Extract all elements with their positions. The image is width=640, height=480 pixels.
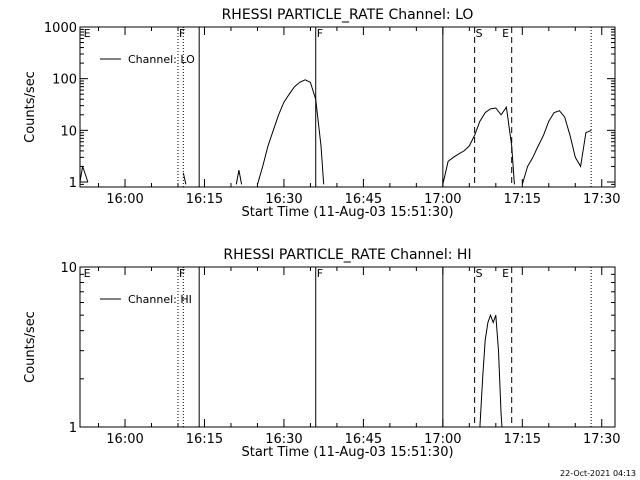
lo-channel-panel: RHESSI PARTICLE_RATE Channel: LO 16:00 16:… <box>23 7 620 220</box>
y-tick-label: 1 <box>69 176 77 191</box>
data-series-line <box>182 172 187 185</box>
chart-title: RHESSI PARTICLE_RATE Channel: LO <box>222 7 474 23</box>
x-tick-label: 16:30 <box>265 432 302 447</box>
chart-title: RHESSI PARTICLE_RATE Channel: HI <box>223 247 471 263</box>
data-series-line <box>479 313 503 428</box>
x-tick-label: 16:00 <box>106 432 143 447</box>
y-tick-label: 10 <box>60 261 77 276</box>
generated-timestamp: 22-Oct-2021 04:13 <box>560 469 636 478</box>
y-axis-label: Counts/sec <box>23 311 38 383</box>
x-tick-label: 16:00 <box>106 192 143 207</box>
legend-entry: Channel: LO <box>128 53 195 66</box>
x-tick-label: 17:00 <box>424 432 461 447</box>
data-series-line <box>235 170 243 185</box>
x-axis-label: Start Time (11-Aug-03 15:51:30) <box>241 205 453 220</box>
plot-frame <box>79 26 616 188</box>
y-tick-label: 10 <box>60 124 77 139</box>
event-marker-label: F <box>179 267 185 280</box>
data-series-line <box>442 105 515 185</box>
legend-entry: Channel: HI <box>128 293 192 306</box>
x-axis-label: Start Time (11-Aug-03 15:51:30) <box>241 445 453 460</box>
x-tick-label: 17:00 <box>424 192 461 207</box>
event-marker-label: E <box>84 267 91 280</box>
x-tick-label: 16:45 <box>345 192 382 207</box>
x-tick-label: 17:15 <box>504 432 541 447</box>
event-marker-label: F <box>317 27 323 40</box>
event-marker-label: S <box>476 267 483 280</box>
y-tick-label: 1 <box>69 421 77 436</box>
event-marker-label: S <box>476 27 483 40</box>
x-tick-label: 16:45 <box>345 432 382 447</box>
x-tick-label: 17:15 <box>504 192 541 207</box>
event-marker-label: F <box>179 27 185 40</box>
y-tick-label: 1000 <box>44 21 77 36</box>
event-marker-label: E <box>502 27 509 40</box>
hi-channel-panel: RHESSI PARTICLE_RATE Channel: HI 16:00 16:… <box>23 247 620 460</box>
y-axis-label: Counts/sec <box>23 71 38 143</box>
x-tick-label: 16:15 <box>186 192 223 207</box>
data-series-line <box>521 110 592 185</box>
event-marker-label: F <box>317 267 323 280</box>
data-series-line <box>257 79 325 185</box>
data-series-line <box>79 166 89 183</box>
plot-frame <box>79 266 616 428</box>
event-marker-label: E <box>502 267 509 280</box>
x-tick-label: 16:30 <box>265 192 302 207</box>
x-tick-label: 16:15 <box>186 432 223 447</box>
x-tick-label: 17:30 <box>583 192 620 207</box>
y-tick-label: 100 <box>52 73 77 88</box>
x-tick-label: 17:30 <box>583 432 620 447</box>
event-marker-label: E <box>84 27 91 40</box>
